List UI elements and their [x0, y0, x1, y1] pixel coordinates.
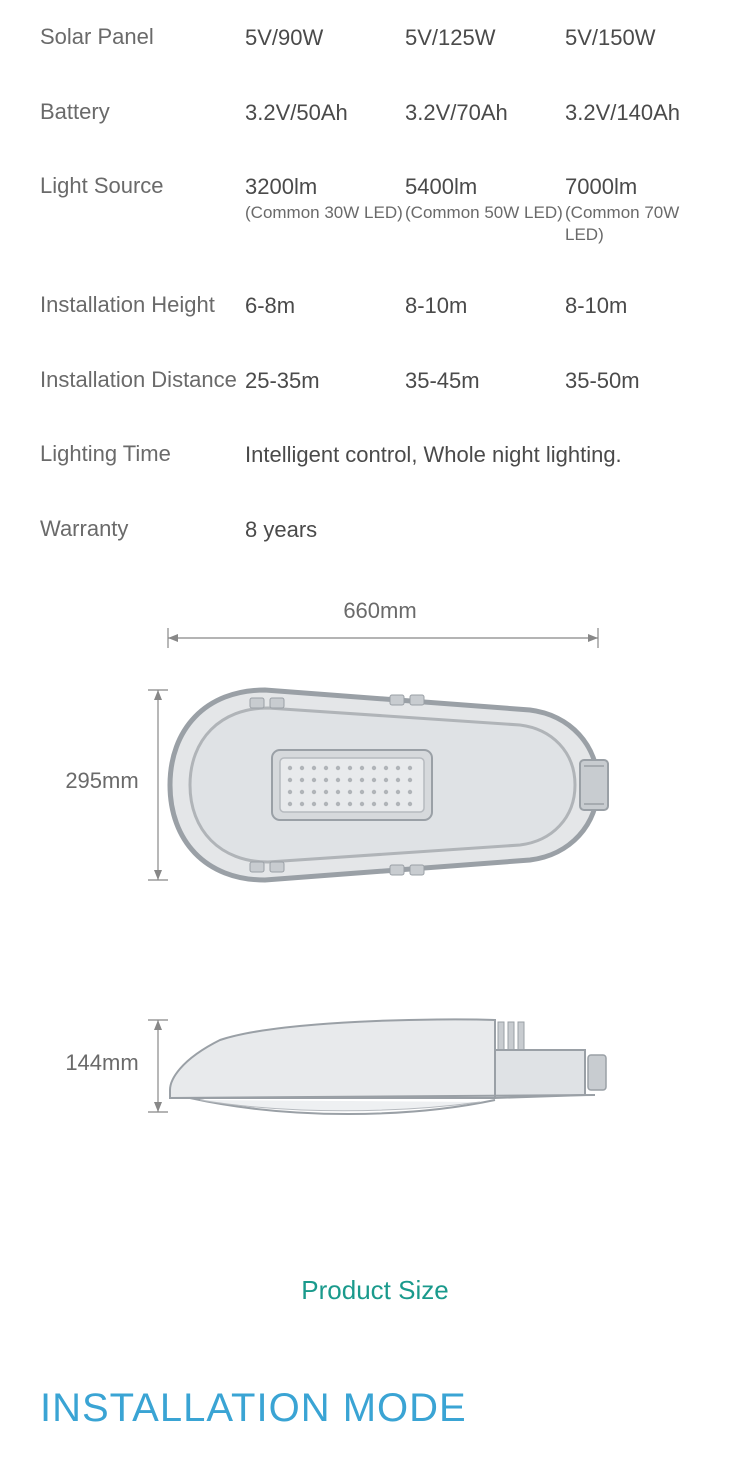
spec-row-install-distance: Installation Distance 25-35m 35-45m 35-5… — [40, 367, 710, 396]
spec-value-main: 3200lm — [245, 174, 317, 199]
dim-width-text: 295mm — [65, 768, 138, 793]
spec-value: 3.2V/140Ah — [565, 99, 710, 128]
spec-value: 3.2V/70Ah — [405, 99, 565, 128]
spec-value-main: 5400lm — [405, 174, 477, 199]
spec-value: 5400lm (Common 50W LED) — [405, 173, 565, 224]
spec-row-battery: Battery 3.2V/50Ah 3.2V/70Ah 3.2V/140Ah — [40, 99, 710, 128]
spec-value: 25-35m — [245, 367, 405, 396]
spec-label: Installation Distance — [40, 367, 245, 393]
spec-label: Solar Panel — [40, 24, 245, 50]
spec-row-solar-panel: Solar Panel 5V/90W 5V/125W 5V/150W — [40, 24, 710, 53]
dim-length-text: 660mm — [343, 598, 416, 623]
spec-value: 5V/150W — [565, 24, 710, 53]
side-view-icon — [170, 1020, 606, 1115]
spec-value: 8-10m — [565, 292, 710, 321]
spec-value: 8-10m — [405, 292, 565, 321]
spec-row-lighting-time: Lighting Time Intelligent control, Whole… — [40, 441, 710, 470]
dim-height-text: 144mm — [65, 1050, 138, 1075]
spec-label: Light Source — [40, 173, 245, 199]
product-drawing: 660mm 295mm — [40, 590, 710, 1195]
spec-value: 7000lm (Common 70W LED) — [565, 173, 710, 246]
spec-label: Warranty — [40, 516, 245, 542]
spec-value: 5V/90W — [245, 24, 405, 53]
spec-value: 6-8m — [245, 292, 405, 321]
spec-value: 8 years — [245, 516, 710, 545]
dimension-drawing-icon: 660mm 295mm — [40, 590, 710, 1190]
spec-row-install-height: Installation Height 6-8m 8-10m 8-10m — [40, 292, 710, 321]
spec-value: Intelligent control, Whole night lightin… — [245, 441, 710, 470]
spec-value-main: 7000lm — [565, 174, 637, 199]
spec-value: 35-50m — [565, 367, 710, 396]
spec-value: 5V/125W — [405, 24, 565, 53]
spec-table: Solar Panel 5V/90W 5V/125W 5V/150W Batte… — [40, 24, 710, 544]
spec-label: Lighting Time — [40, 441, 245, 467]
product-size-label: Product Size — [40, 1275, 710, 1306]
spec-row-warranty: Warranty 8 years — [40, 516, 710, 545]
spec-value-sub: (Common 30W LED) — [245, 202, 405, 224]
installation-mode-heading: INSTALLATION MODE — [40, 1386, 710, 1431]
spec-value-sub: (Common 70W LED) — [565, 202, 710, 246]
spec-value: 3.2V/50Ah — [245, 99, 405, 128]
spec-value: 35-45m — [405, 367, 565, 396]
spec-value-sub: (Common 50W LED) — [405, 202, 565, 224]
spec-label: Installation Height — [40, 292, 245, 318]
top-view-icon — [170, 690, 608, 880]
spec-row-light-source: Light Source 3200lm (Common 30W LED) 540… — [40, 173, 710, 246]
spec-label: Battery — [40, 99, 245, 125]
spec-value: 3200lm (Common 30W LED) — [245, 173, 405, 224]
